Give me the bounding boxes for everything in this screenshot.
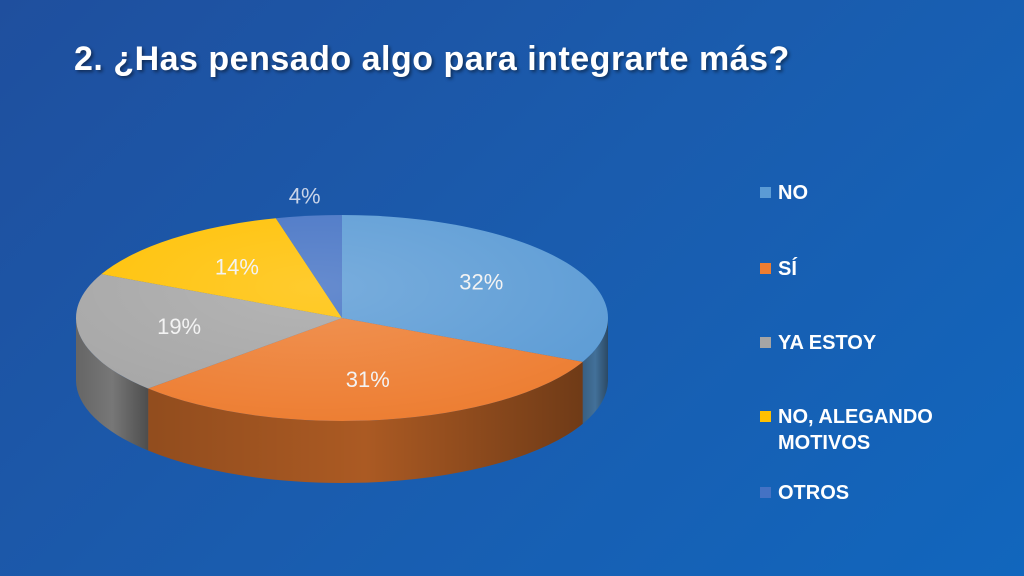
legend-swatch bbox=[760, 487, 771, 498]
data-label-ya-estoy: 19% bbox=[157, 314, 201, 339]
chart-legend: NO SÍ YA ESTOY NO, ALEGANDO MOTIVOS OTROS bbox=[760, 0, 1000, 576]
legend-swatch bbox=[760, 187, 771, 198]
legend-item-si: SÍ bbox=[760, 256, 968, 282]
legend-label: OTROS bbox=[778, 482, 850, 504]
legend-item-no-alegando-motivos: NO, ALEGANDO MOTIVOS bbox=[760, 404, 968, 456]
legend-swatch bbox=[760, 411, 771, 422]
pie-side-shade bbox=[582, 318, 608, 424]
legend-item-no: NO bbox=[760, 180, 968, 206]
pie-side-shade bbox=[148, 361, 583, 483]
chart-title: 2. ¿Has pensado algo para integrarte más… bbox=[74, 40, 790, 78]
legend-swatch bbox=[760, 263, 771, 274]
pie-top-highlight bbox=[76, 215, 608, 421]
data-label-no-alegando-motivos: 14% bbox=[215, 255, 259, 280]
legend-label: NO, ALEGANDO MOTIVOS bbox=[778, 406, 933, 454]
legend-item-ya-estoy: YA ESTOY bbox=[760, 330, 968, 356]
legend-label: YA ESTOY bbox=[778, 332, 877, 354]
legend-item-otros: OTROS bbox=[760, 480, 968, 506]
data-label-otros: 4% bbox=[289, 183, 321, 208]
pie-tops bbox=[75, 215, 608, 421]
pie-sides bbox=[76, 318, 608, 483]
legend-label: NO bbox=[778, 182, 808, 204]
data-label-si: 31% bbox=[346, 367, 390, 392]
legend-swatch bbox=[760, 337, 771, 348]
pie-data-labels: 32% 31% 19% 14% 4% bbox=[157, 183, 503, 392]
legend-label: SÍ bbox=[778, 258, 797, 280]
pie-side-shade bbox=[76, 318, 149, 451]
data-label-no: 32% bbox=[459, 270, 503, 295]
